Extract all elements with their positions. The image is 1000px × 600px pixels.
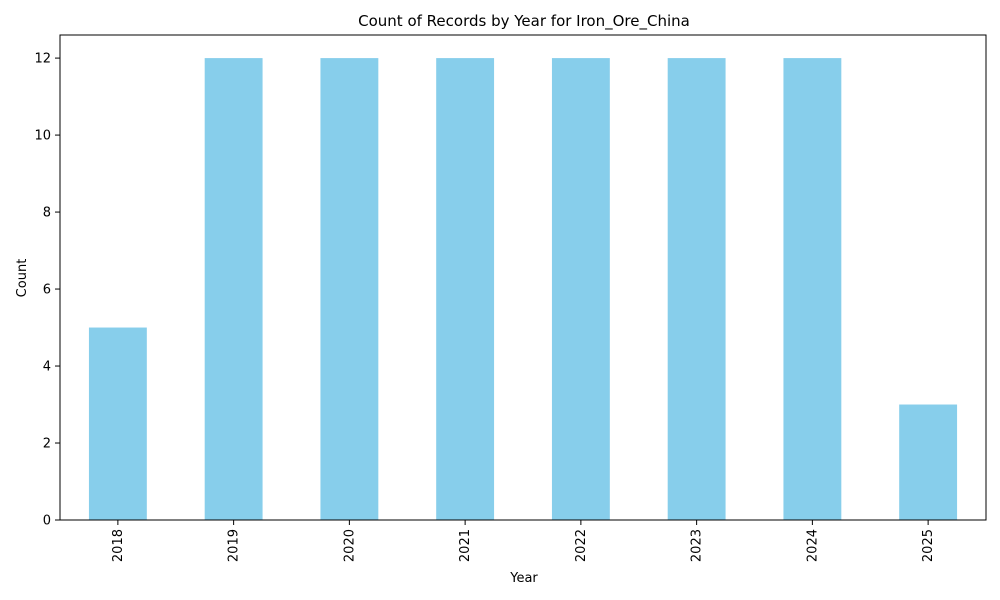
x-tick-label: 2023 bbox=[690, 529, 705, 562]
x-tick-label: 2024 bbox=[805, 529, 820, 562]
plot-frame bbox=[59, 34, 987, 521]
x-tick-label: 2022 bbox=[574, 529, 589, 562]
bar-2019 bbox=[204, 58, 263, 520]
y-tick-label: 8 bbox=[43, 206, 51, 221]
y-axis-ticks: 0 2 4 6 8 10 12 bbox=[34, 52, 60, 529]
bar-2025 bbox=[899, 404, 958, 520]
x-axis-label: Year bbox=[509, 571, 538, 586]
bar-2020 bbox=[320, 58, 379, 520]
x-tick-label: 2020 bbox=[342, 529, 357, 562]
x-tick-label: 2019 bbox=[227, 529, 242, 562]
y-tick-label: 4 bbox=[43, 360, 51, 375]
y-tick-label: 0 bbox=[43, 514, 51, 529]
bar-2022 bbox=[551, 58, 610, 520]
y-tick-label: 2 bbox=[43, 437, 51, 452]
bars-layer bbox=[88, 58, 958, 520]
x-tick-label: 2021 bbox=[458, 529, 473, 562]
y-tick-label: 10 bbox=[34, 129, 51, 144]
chart-title: Count of Records by Year for Iron_Ore_Ch… bbox=[358, 12, 690, 31]
x-tick-label: 2025 bbox=[921, 529, 936, 562]
x-tick-label: 2018 bbox=[111, 529, 126, 562]
bar-2018 bbox=[88, 327, 147, 520]
y-tick-label: 6 bbox=[43, 283, 51, 298]
bar-2021 bbox=[436, 58, 495, 520]
bar-2024 bbox=[783, 58, 842, 520]
y-tick-label: 12 bbox=[34, 52, 51, 67]
y-axis-label: Count bbox=[15, 259, 30, 298]
x-axis-ticks: 2018 2019 2020 2021 2022 2023 2024 2025 bbox=[111, 520, 936, 562]
bar-2023 bbox=[667, 58, 726, 520]
